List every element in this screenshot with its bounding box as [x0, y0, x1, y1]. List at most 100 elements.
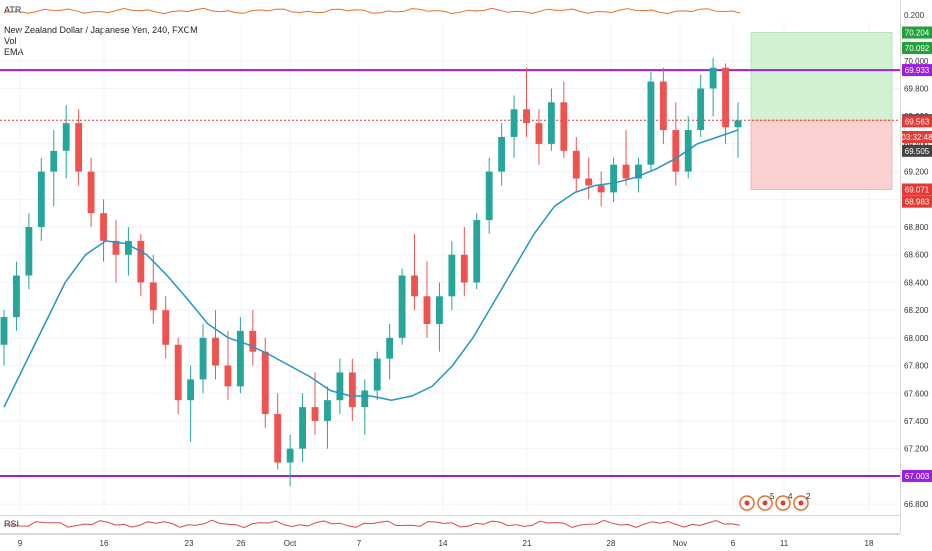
candle-body [348, 372, 356, 408]
rsi-label: RSI [4, 519, 20, 529]
time-axis[interactable] [0, 533, 900, 551]
candle-body [87, 171, 95, 214]
candle-body [236, 330, 244, 387]
candle-body [709, 67, 717, 89]
rsi-line [3, 519, 741, 529]
price-tag-2 [902, 64, 932, 77]
candle-body [373, 358, 381, 391]
candle-body [535, 123, 543, 144]
candle-body [174, 344, 182, 401]
candle-body [411, 275, 418, 297]
y-tick-label-6: 68.800 [904, 223, 929, 232]
y-tick-label-11: 67.800 [904, 362, 929, 371]
candle-body [697, 88, 705, 131]
candle-body [199, 337, 207, 380]
candle-body [311, 407, 319, 421]
candle-body [112, 240, 120, 255]
candle-body [659, 81, 667, 131]
x-tick-label-8: 28 [607, 539, 616, 548]
candle-body [149, 282, 157, 311]
price-tag-label-5: 03:32:48 [901, 133, 932, 142]
x-tick-label-0: 9 [18, 539, 23, 548]
y-tick-label-1: 69.800 [904, 84, 929, 93]
candle-body [336, 372, 344, 401]
candle-body [485, 171, 493, 221]
candle-body [585, 178, 593, 186]
x-tick-label-1: 16 [100, 539, 109, 548]
candle-body [672, 130, 680, 172]
candle-body [100, 213, 107, 241]
candle-body [299, 407, 306, 449]
chart-title[interactable]: New Zealand Dollar / Japanese Yen, 240, … [4, 25, 198, 35]
price-tag-0 [902, 26, 932, 39]
y-tick-label-12: 67.600 [904, 389, 929, 398]
candle-body [547, 102, 555, 144]
x-tick-label-2: 23 [185, 539, 194, 548]
event-marker-dot-2 [780, 500, 786, 506]
y-tick-label-10: 68.000 [904, 334, 929, 343]
candle-body [510, 109, 518, 137]
y-tick-label-9: 68.200 [904, 306, 929, 315]
event-marker-dot-0 [744, 500, 750, 506]
atr-value-label: 0.200 [904, 11, 925, 20]
candle-body [261, 351, 269, 415]
candle-body [572, 150, 580, 179]
ema-line [3, 129, 739, 408]
x-tick-label-12: 18 [865, 539, 874, 548]
candle-body [13, 275, 20, 318]
candle-body [212, 337, 219, 366]
candle-body [75, 123, 83, 172]
candle-body [137, 240, 145, 283]
x-tick-label-10: 6 [731, 539, 736, 548]
candle-body [647, 81, 655, 165]
x-tick-label-11: 11 [780, 539, 789, 548]
candle-body [124, 240, 132, 255]
candle-body [162, 310, 170, 345]
price-tag-6 [902, 144, 932, 157]
indicator-vol-label[interactable]: Vol [4, 36, 17, 46]
candle-body [50, 150, 58, 172]
y-tick-label-8: 68.400 [904, 278, 929, 287]
price-tag-9 [902, 469, 932, 482]
y-tick-label-4: 69.200 [904, 168, 929, 177]
x-tick-label-3: 26 [237, 539, 246, 548]
price-tag-label-9: 67.003 [905, 472, 930, 481]
candle-body [460, 254, 468, 283]
y-tick-label-0: 70.000 [904, 57, 929, 66]
candle-body [597, 185, 605, 193]
candle-body [224, 365, 232, 387]
price-tag-label-0: 70.204 [905, 29, 930, 38]
y-tick-label-13: 67.400 [904, 417, 929, 426]
price-tag-label-2: 69.933 [905, 66, 930, 75]
candle-body [498, 136, 506, 172]
rsi-panel: RSI [0, 515, 900, 535]
candle-body [249, 330, 257, 352]
price-tag-7 [902, 183, 932, 196]
candle-body [187, 379, 195, 401]
candle-body [734, 120, 742, 128]
x-tick-label-4: Oct [284, 539, 297, 548]
candle-body [448, 254, 456, 297]
price-tag-8 [902, 195, 932, 208]
candle-body [274, 414, 282, 463]
loss-zone [750, 119, 893, 190]
y-tick-label-7: 68.600 [904, 251, 929, 260]
indicator-ema-label[interactable]: EMA [4, 47, 24, 57]
y-tick-label-3: 69.400 [904, 140, 929, 149]
candle-body [37, 171, 45, 228]
price-tag-1 [902, 42, 932, 55]
candle-body [62, 123, 70, 151]
event-marker-count-3: 2 [806, 492, 811, 501]
price-tag-4 [902, 115, 932, 128]
x-tick-label-6: 14 [439, 539, 448, 548]
y-tick-label-14: 67.200 [904, 445, 929, 454]
atr-line [3, 7, 741, 15]
profit-zone [750, 32, 893, 121]
price-axis[interactable] [900, 0, 932, 533]
candle-body [286, 448, 294, 463]
chart-legend: New Zealand Dollar / Japanese Yen, 240, … [4, 25, 198, 58]
event-marker-dot-1 [762, 500, 768, 506]
price-tag-label-7: 69.071 [905, 185, 930, 194]
candle-body [610, 164, 618, 193]
